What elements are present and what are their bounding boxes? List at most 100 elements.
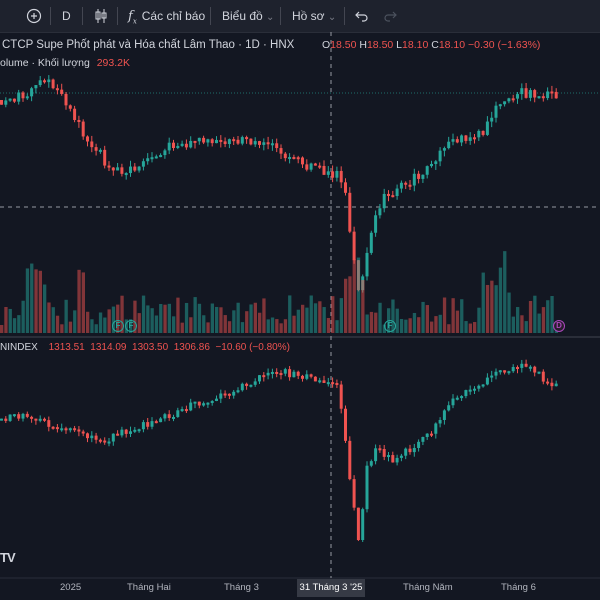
event-marker-dividend[interactable]: D	[553, 320, 565, 332]
candle-body	[184, 143, 188, 148]
candle-body	[133, 166, 137, 171]
volume-bar	[0, 325, 4, 333]
candle-body	[266, 372, 270, 376]
volume-bar	[133, 300, 137, 333]
index-low: 1303.50	[132, 342, 169, 353]
volume-value: 293.2K	[96, 57, 130, 69]
candle-body	[47, 79, 51, 83]
event-marker-financial[interactable]: F	[125, 320, 137, 332]
volume-label[interactable]: olume · Khối lượng	[0, 57, 90, 69]
redo-button[interactable]	[383, 6, 397, 26]
interval-button[interactable]: D	[62, 9, 71, 23]
candle-body	[68, 428, 72, 431]
candle-body	[25, 96, 29, 99]
candle-body	[292, 371, 296, 378]
candle-body	[503, 101, 507, 105]
candle-body	[249, 138, 253, 145]
candle-body	[227, 393, 231, 396]
toolbar-divider	[280, 7, 281, 25]
profile-button[interactable]: Hồ sơ ⌄	[292, 6, 336, 26]
index-legend: NINDEX 1313.51 1314.09 1303.50 1306.86 −…	[0, 341, 290, 355]
candle-body	[296, 371, 300, 376]
tradingview-logo[interactable]: TV	[0, 550, 16, 565]
candle-body	[232, 139, 236, 142]
candle-body	[369, 461, 373, 466]
candle-body	[30, 88, 34, 97]
chart-type-button[interactable]	[93, 6, 109, 26]
volume-legend: olume · Khối lượng 293.2K	[0, 56, 130, 70]
volume-bar	[184, 302, 189, 333]
volume-bar	[107, 309, 111, 333]
candle-body	[4, 100, 8, 105]
candle-body	[258, 141, 261, 145]
candle-body	[335, 383, 339, 386]
volume-bar	[369, 311, 374, 333]
index-name[interactable]: NINDEX	[0, 342, 38, 353]
candle-body	[163, 414, 167, 419]
event-marker-financial[interactable]: F	[384, 320, 396, 332]
volume-bar	[378, 302, 382, 333]
volume-bar	[520, 315, 524, 333]
volume-bar	[455, 310, 460, 333]
volume-bar	[245, 311, 249, 333]
volume-bar	[51, 307, 55, 333]
volume-bar	[550, 295, 554, 333]
candle-body	[464, 390, 468, 397]
candle-body	[485, 377, 489, 385]
candle-body	[12, 98, 16, 102]
volume-bar	[116, 304, 120, 333]
volume-bar	[120, 295, 124, 333]
volume-bar	[417, 317, 421, 333]
event-marker-financial[interactable]: F	[112, 320, 124, 332]
volume-bar	[425, 305, 429, 333]
volume-bar	[98, 312, 103, 333]
indicators-button[interactable]: fx Các chỉ báo	[128, 6, 205, 26]
candle-body	[326, 382, 330, 385]
add-symbol-button[interactable]	[24, 6, 44, 26]
candle-body	[434, 423, 438, 434]
candle-body	[86, 136, 89, 142]
volume-bar	[249, 304, 253, 333]
candle-body	[528, 366, 532, 369]
volume-bar	[412, 312, 417, 333]
candle-body	[146, 422, 150, 427]
candle-body	[111, 433, 115, 442]
volume-bar	[283, 319, 288, 333]
x-tick-may: Tháng Năm	[403, 582, 453, 593]
candles-icon	[95, 9, 107, 23]
index-candles	[0, 359, 558, 542]
indicators-label: Các chỉ báo	[141, 9, 206, 23]
candle-body	[412, 447, 416, 453]
candle-body	[301, 375, 304, 379]
volume-bar	[331, 296, 335, 333]
candle-body	[511, 98, 515, 101]
volume-bar	[541, 307, 546, 333]
candle-body	[382, 449, 386, 457]
open-label: O	[322, 39, 331, 51]
candle-body	[47, 420, 51, 427]
candle-body	[206, 402, 210, 405]
candle-body	[180, 409, 184, 412]
candle-body	[4, 418, 8, 421]
candle-body	[193, 140, 197, 143]
candle-body	[283, 369, 287, 374]
candle-body	[21, 413, 25, 419]
candle-body	[309, 163, 313, 170]
symbol-title[interactable]: CTCP Supe Phốt phát và Hóa chất Lâm Thao…	[2, 39, 295, 51]
layout-button[interactable]: Biểu đồ ⌄	[222, 6, 274, 26]
candle-body	[120, 167, 124, 174]
undo-button[interactable]	[355, 6, 369, 26]
candle-body	[455, 397, 459, 400]
candle-body	[550, 382, 554, 387]
candle-body	[468, 137, 472, 141]
candle-body	[159, 155, 163, 158]
candle-body	[473, 137, 476, 140]
chart-canvas[interactable]	[0, 32, 600, 580]
symbol-legend: CTCP Supe Phốt phát và Hóa chất Lâm Thao…	[2, 38, 294, 52]
candle-body	[30, 416, 34, 419]
volume-bar	[197, 303, 202, 333]
volume-bar	[64, 299, 68, 333]
volume-bar	[43, 284, 47, 333]
candle-body	[159, 418, 163, 423]
volume-bar	[77, 269, 81, 333]
